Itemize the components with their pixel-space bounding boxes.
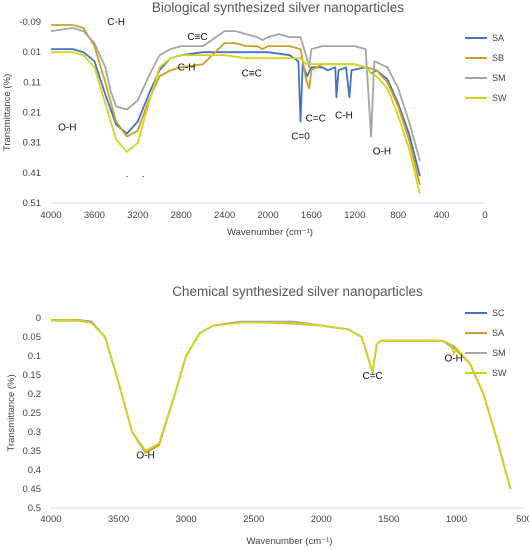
y-tick-label: 0.35 bbox=[23, 446, 42, 457]
series-line-sw bbox=[51, 51, 421, 195]
y-tick-label: 0.01 bbox=[23, 47, 42, 58]
x-tick-label: 1200 bbox=[344, 210, 365, 221]
y-axis-label: Transmittance (%) bbox=[2, 74, 13, 151]
peak-annotation: O-H bbox=[58, 123, 76, 134]
y-axis-label: Transmittance (%) bbox=[6, 374, 17, 451]
x-tick-label: 2000 bbox=[257, 210, 278, 221]
peak-annotation: C-H bbox=[107, 17, 125, 28]
x-axis-label: Wavenumber (cm⁻¹) bbox=[247, 536, 333, 547]
peak-annotation: C≡C bbox=[187, 32, 207, 43]
peak-annotation: C=0 bbox=[291, 132, 310, 143]
y-tick-label: 0.11 bbox=[23, 77, 41, 88]
y-tick-label: 0.31 bbox=[23, 138, 42, 149]
y-tick-label: 0.3 bbox=[28, 427, 41, 438]
x-tick-label: 4000 bbox=[40, 210, 61, 221]
y-tick-label: 0 bbox=[36, 313, 41, 324]
y-tick-label: 0.2 bbox=[28, 389, 41, 400]
x-tick-label: 2400 bbox=[214, 210, 235, 221]
legend-label-sw: SW bbox=[492, 93, 507, 103]
y-tick-label: 0.5 bbox=[28, 503, 41, 514]
x-tick-label: 2000 bbox=[311, 514, 332, 525]
peak-annotation: C-H bbox=[335, 111, 353, 122]
series-line-sm bbox=[51, 319, 512, 490]
x-axis-label: Wavenumber (cm⁻¹) bbox=[227, 227, 313, 238]
y-tick-label: 0.21 bbox=[23, 108, 42, 119]
peak-annotation: · bbox=[125, 171, 128, 182]
y-tick-label: 0.15 bbox=[23, 370, 42, 381]
series-line-sc bbox=[51, 319, 512, 490]
x-tick-label: 1600 bbox=[301, 210, 322, 221]
series-line-sw bbox=[51, 319, 512, 490]
chemical-chart: Chemical synthesized silver nanoparticle… bbox=[6, 284, 529, 547]
x-tick-label: 3500 bbox=[108, 514, 129, 525]
x-tick-label: 500 bbox=[516, 514, 529, 525]
x-tick-label: 3000 bbox=[176, 514, 197, 525]
chart-title: Biological synthesized silver nanopartic… bbox=[152, 0, 404, 15]
biological-chart: Biological synthesized silver nanopartic… bbox=[2, 0, 507, 238]
y-tick-label: 0.41 bbox=[23, 168, 42, 179]
x-tick-label: 3200 bbox=[127, 210, 148, 221]
peak-annotation: C-H bbox=[178, 62, 196, 73]
legend-label-sm: SM bbox=[492, 73, 506, 83]
peak-annotation: · bbox=[142, 171, 145, 182]
peak-annotation: O-H bbox=[445, 354, 463, 365]
y-tick-label: 0.1 bbox=[28, 351, 41, 362]
peak-annotation: C=C bbox=[306, 114, 326, 125]
y-tick-label: 0.51 bbox=[23, 198, 42, 209]
x-tick-label: 2500 bbox=[243, 514, 264, 525]
x-tick-label: 1000 bbox=[446, 514, 467, 525]
x-tick-label: 400 bbox=[434, 210, 450, 221]
x-tick-label: 4000 bbox=[40, 514, 61, 525]
y-tick-label: -0.09 bbox=[19, 17, 41, 28]
peak-annotation: O-H bbox=[136, 451, 154, 462]
y-tick-label: 0.4 bbox=[28, 465, 41, 476]
legend-label-sc: SC bbox=[492, 308, 505, 318]
x-tick-label: 800 bbox=[390, 210, 406, 221]
series-line-sa bbox=[51, 319, 512, 490]
legend-label-sa: SA bbox=[492, 328, 504, 338]
x-tick-label: 3600 bbox=[84, 210, 105, 221]
chart-title: Chemical synthesized silver nanoparticle… bbox=[172, 284, 423, 299]
y-tick-label: 0.05 bbox=[23, 332, 42, 343]
legend-label-sm: SM bbox=[492, 348, 506, 358]
peak-annotation: C≡C bbox=[242, 68, 262, 79]
x-tick-label: 1500 bbox=[378, 514, 399, 525]
peak-annotation: O-H bbox=[373, 147, 391, 158]
x-tick-label: 0 bbox=[482, 210, 487, 221]
legend-label-sa: SA bbox=[492, 33, 504, 43]
series-line-sm bbox=[50, 27, 421, 162]
y-tick-label: 0.25 bbox=[23, 408, 42, 419]
legend-label-sw: SW bbox=[492, 368, 507, 378]
peak-annotation: C=C bbox=[362, 371, 382, 382]
y-tick-label: 0.45 bbox=[23, 484, 42, 495]
legend-label-sb: SB bbox=[492, 53, 504, 63]
x-tick-label: 2800 bbox=[171, 210, 192, 221]
